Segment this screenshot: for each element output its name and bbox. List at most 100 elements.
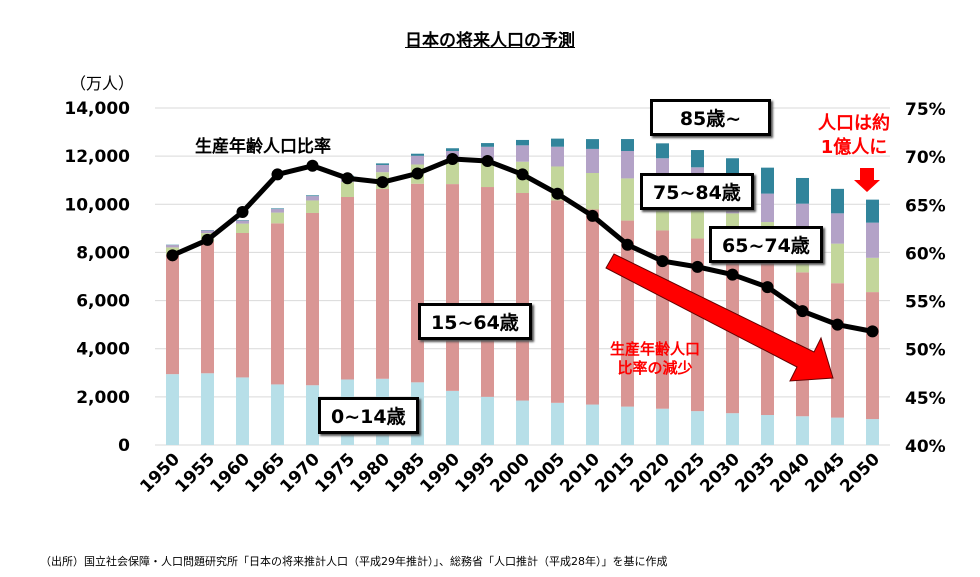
bar-segment: [481, 396, 494, 445]
bar-segment: [796, 203, 809, 232]
ratio-point: [446, 153, 459, 166]
ratio-point: [796, 305, 809, 318]
bar-segment: [201, 230, 214, 234]
bar-segment: [166, 254, 179, 375]
ratio-point: [726, 268, 739, 281]
ratio-point: [201, 233, 214, 246]
x-tick-label: 1985: [381, 449, 429, 497]
bar-segment: [831, 188, 844, 214]
bar-segment: [376, 163, 389, 165]
bar-segment: [481, 160, 494, 188]
bar-segment: [691, 238, 704, 412]
x-tick-label: 1995: [451, 449, 499, 497]
ratio-point: [586, 209, 599, 222]
y-tick-label: 12,000: [64, 147, 130, 167]
bar-segment: [866, 419, 879, 445]
y2-tick-label: 65%: [905, 196, 946, 216]
bar-segment: [376, 164, 389, 173]
bar-segment: [516, 400, 529, 445]
bar-segment: [621, 178, 634, 221]
y2-tick-label: 70%: [905, 148, 946, 168]
bar-segment: [586, 148, 599, 173]
bar-segment: [411, 153, 424, 156]
y2-tick-label: 40%: [905, 437, 946, 457]
bar-segment: [621, 406, 634, 445]
bar-segment: [446, 184, 459, 391]
y-tick-label: 10,000: [64, 195, 130, 215]
bar-segment: [271, 208, 284, 210]
decline-line1: 生産年齢人口: [610, 340, 701, 358]
x-tick-label: 1950: [136, 449, 184, 497]
bar-segment: [726, 413, 739, 445]
ratio-point: [341, 172, 354, 185]
ratio-point: [656, 255, 669, 268]
chart-svg: 0 2,000 4,000 6,000 8,000 10,000 12,000 14,000 4…: [64, 99, 946, 497]
x-tick-label: 2010: [556, 449, 604, 497]
x-tick-label: 2000: [486, 449, 534, 497]
bar-segment: [691, 202, 704, 239]
label-0-14: 0~14歳: [318, 397, 419, 434]
bar-segment: [236, 377, 249, 445]
bar-segment: [586, 404, 599, 445]
ratio-point: [411, 167, 424, 180]
ratio-point: [271, 168, 284, 181]
bar-segment: [516, 139, 529, 146]
y-tick-label: 4,000: [76, 340, 130, 360]
label-75-84: 75~84歳: [640, 173, 754, 210]
bar-segment: [271, 212, 284, 224]
x-tick-label: 1975: [311, 449, 359, 497]
bar-segment: [586, 209, 599, 405]
x-tick-label: 1955: [171, 449, 219, 497]
x-tick-label: 1965: [241, 449, 289, 497]
label-65-74: 65~74歳: [709, 226, 823, 263]
bar-segment: [516, 192, 529, 401]
y2-tick-label: 75%: [905, 100, 946, 120]
bar-segment: [866, 222, 879, 258]
bar-segment: [411, 155, 424, 165]
y2-tick-label: 55%: [905, 293, 946, 313]
bar-segment: [796, 416, 809, 445]
bar-segment: [656, 408, 669, 445]
down-arrow-icon: [854, 168, 880, 192]
x-tick-label: 2050: [836, 449, 884, 497]
chart-title: 日本の将来人口の予測: [405, 31, 575, 51]
bar-segment: [761, 415, 774, 445]
ratio-point: [691, 260, 704, 273]
bar-segment: [341, 196, 354, 380]
bar-segment: [831, 283, 844, 418]
bar-segment: [201, 373, 214, 445]
y-tick-label: 14,000: [64, 99, 130, 119]
decline-annotation: 生産年齢人口 比率の減少: [610, 340, 700, 378]
bar-segment: [656, 230, 669, 409]
bar-segment: [516, 145, 529, 162]
x-tick-label: 1990: [416, 449, 464, 497]
x-tick-label: 1980: [346, 449, 394, 497]
x-tick-label: 2045: [801, 449, 849, 497]
label-85-plus: 85歳~: [650, 99, 771, 136]
line-legend-label: 生産年齢人口比率: [195, 137, 331, 157]
ratio-point: [376, 176, 389, 189]
bar-segment: [551, 146, 564, 167]
bar-segment: [306, 212, 319, 386]
population-annotation: 人口は約 1億人に: [818, 112, 890, 160]
ratio-point: [621, 238, 634, 251]
x-tick-label: 1970: [276, 449, 324, 497]
y-tick-label: 8,000: [76, 243, 130, 263]
ratio-point: [761, 281, 774, 294]
y-axis-unit: （万人）: [70, 74, 135, 93]
bar-segment: [831, 243, 844, 284]
x-tick-label: 2005: [521, 449, 569, 497]
x-tick-label: 2035: [731, 449, 779, 497]
x-tick-label: 2040: [766, 449, 814, 497]
bar-segment: [201, 241, 214, 374]
bar-segment: [376, 189, 389, 379]
bar-segment: [586, 172, 599, 210]
ratio-point: [236, 205, 249, 218]
population-line2: 1億人に: [820, 137, 888, 158]
bar-segment: [166, 245, 179, 248]
bar-segment: [341, 182, 354, 197]
ratio-point: [516, 168, 529, 181]
bar-segment: [236, 223, 249, 234]
decline-arrow: [605, 253, 834, 382]
